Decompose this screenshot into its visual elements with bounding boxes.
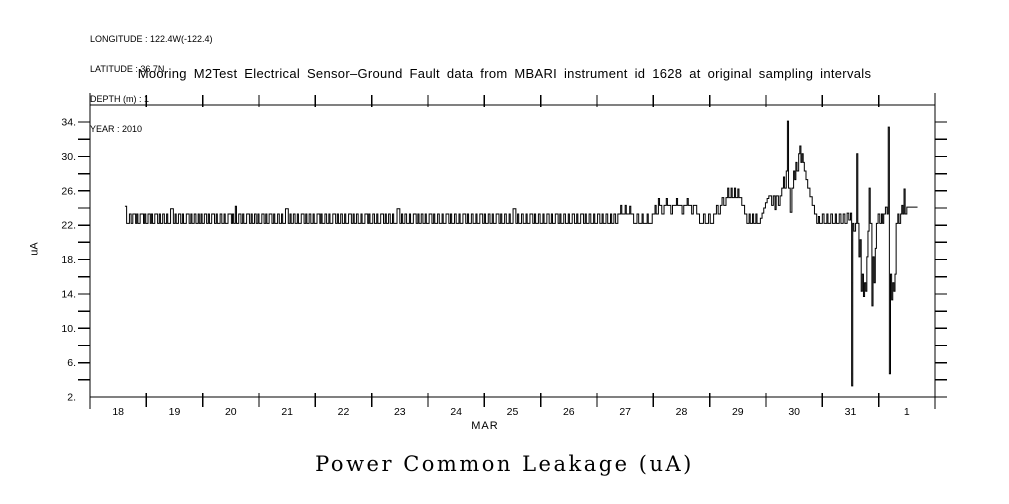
footer-title: Power Common Leakage (uA)	[315, 452, 694, 476]
x-tick-label: 30	[788, 406, 800, 418]
x-tick-label: 31	[845, 406, 857, 418]
y-tick-label: 14.	[61, 288, 76, 300]
x-tick-label: 23	[394, 406, 406, 418]
x-tick-label: 24	[450, 406, 462, 418]
x-tick-label: 26	[563, 406, 575, 418]
metadata-latitude: LATITUDE : 36.7N	[90, 64, 165, 74]
y-tick-label: 6.	[67, 357, 76, 369]
x-tick-label: 19	[169, 406, 181, 418]
x-tick-label: 25	[507, 406, 519, 418]
x-tick-label: 22	[338, 406, 350, 418]
y-tick-label: 30.	[61, 151, 76, 163]
x-tick-label: 21	[281, 406, 293, 418]
data-series-line	[124, 120, 918, 387]
x-tick-label: 1	[904, 406, 910, 418]
chart-title: Mooring M2Test Electrical Sensor–Ground …	[137, 66, 872, 81]
y-tick-label: 34.	[61, 117, 76, 129]
metadata-year: YEAR : 2010	[90, 124, 143, 134]
x-tick-label: 28	[676, 406, 688, 418]
x-tick-label: 18	[112, 406, 124, 418]
x-tick-label: 20	[225, 406, 237, 418]
axis-box	[89, 104, 936, 398]
y-tick-label: 26.	[61, 185, 76, 197]
x-tick-label: 27	[619, 406, 631, 418]
y-tick-label: 18.	[61, 254, 76, 266]
y-tick-label: 10.	[61, 323, 76, 335]
y-tick-label: 22.	[61, 220, 76, 232]
x-tick-label: 29	[732, 406, 744, 418]
metadata-longitude: LONGITUDE : 122.4W(-122.4)	[90, 34, 213, 44]
y-axis-label: uA	[28, 242, 41, 256]
x-axis-label: MAR	[471, 420, 499, 432]
y-tick-label: 2.	[67, 392, 76, 404]
